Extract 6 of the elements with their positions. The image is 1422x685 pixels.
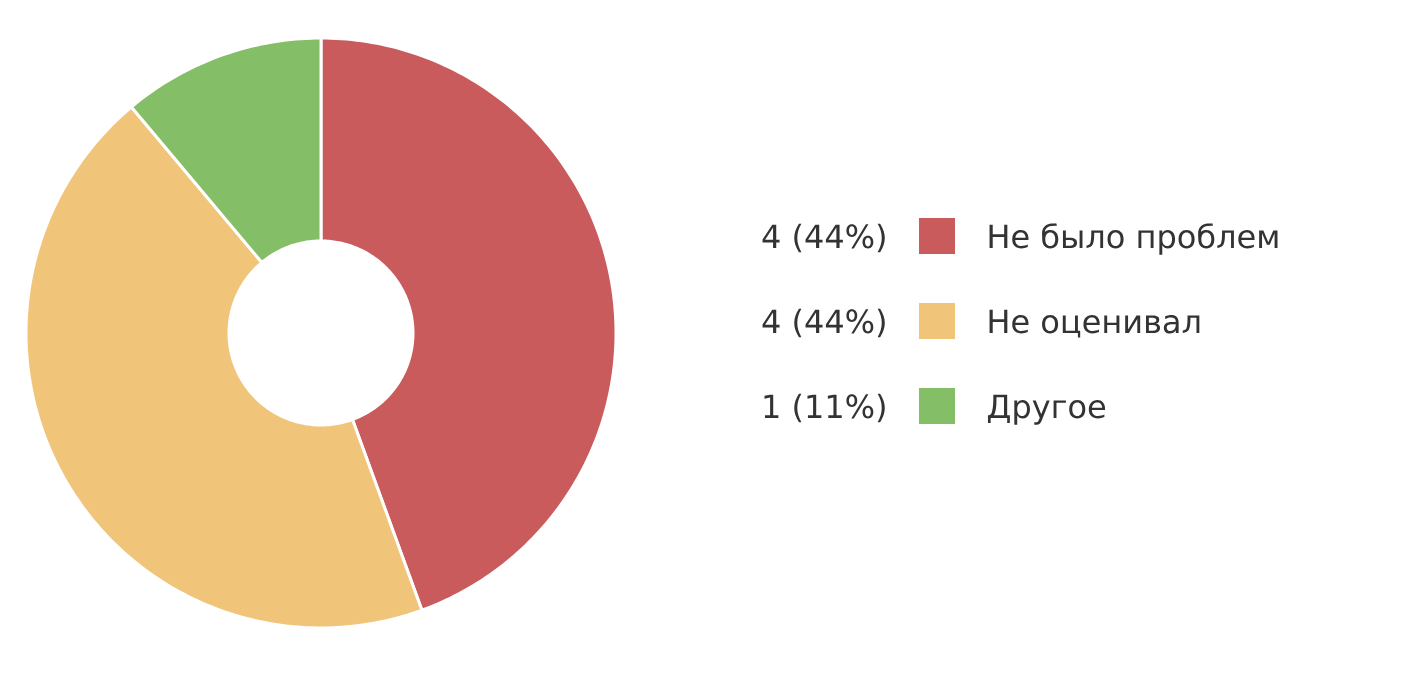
data-label: 1 (11%) — [764, 393, 885, 423]
data-label: 4 (44%) — [762, 223, 885, 253]
data-label: 4 (44%) — [762, 308, 885, 338]
legend-label: Другое — [987, 394, 1106, 425]
legend-label: Не оценивал — [989, 309, 1200, 338]
legend-label: Не было проблем — [989, 223, 1278, 255]
